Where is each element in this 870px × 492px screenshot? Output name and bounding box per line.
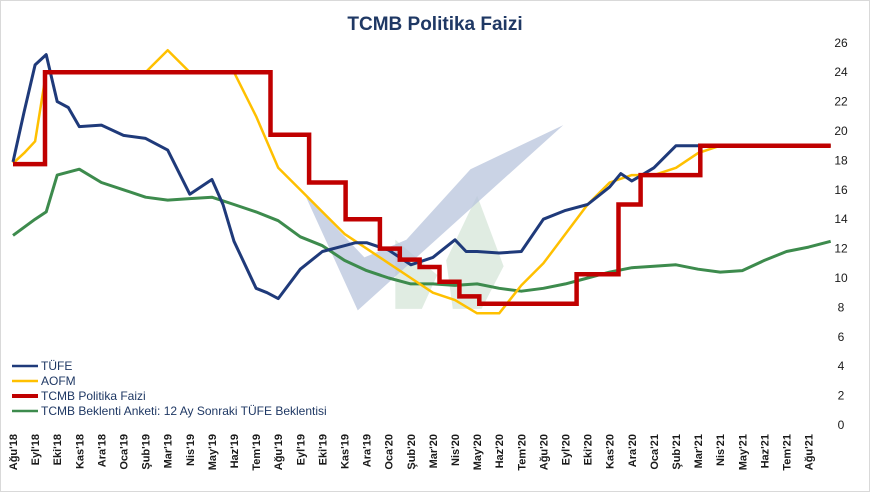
- y-tick-label: 18: [834, 153, 848, 167]
- x-axis: Ağu'18 Eyl'18 Eki'18 Kas'18 Ara'18 Oca'19 Şub'…: [8, 434, 816, 471]
- x-tick-label: Mar'21: [693, 434, 705, 468]
- x-tick-label: Tem'21: [782, 434, 794, 471]
- x-tick-label: Nis'19: [185, 434, 197, 466]
- x-tick-label: May'19: [207, 434, 219, 470]
- x-tick-label: Ağu'20: [538, 434, 550, 470]
- x-tick-label: Kas'18: [74, 434, 86, 469]
- x-tick-label: Mar'19: [163, 434, 175, 468]
- y-tick-label: 12: [834, 242, 848, 256]
- x-tick-label: Kas'20: [605, 434, 617, 469]
- x-tick-label: Oca'19: [119, 434, 131, 470]
- series-line-policy: [13, 69, 831, 306]
- x-tick-label: Kas'19: [340, 434, 352, 469]
- x-tick-label: Tem'20: [516, 434, 528, 471]
- y-tick-label: 26: [834, 36, 848, 50]
- x-tick-label: Eki'20: [583, 434, 595, 465]
- y-tick-label: 22: [834, 95, 848, 109]
- x-tick-label: May'21: [737, 434, 749, 470]
- x-tick-label: Nis'20: [450, 434, 462, 466]
- x-tick-label: Eyl'20: [561, 434, 573, 465]
- x-tick-label: Şub'19: [141, 434, 153, 470]
- legend-label-aofm: AOFM: [41, 374, 76, 388]
- legend-label-policy: TCMB Politika Faizi: [41, 389, 146, 403]
- series-line-expectation: [12, 167, 832, 293]
- x-tick-label: Eyl'19: [295, 434, 307, 465]
- x-tick-label: Ağu'18: [8, 434, 20, 470]
- x-tick-label: Haz'19: [229, 434, 241, 468]
- x-tick-label: Haz'20: [494, 434, 506, 468]
- x-tick-label: Ara'19: [362, 434, 374, 467]
- y-tick-label: 20: [834, 124, 848, 138]
- x-tick-label: Oca'21: [649, 434, 661, 470]
- x-tick-label: Ağu'21: [804, 434, 816, 470]
- x-tick-label: Ara'18: [96, 434, 108, 467]
- x-tick-label: Ağu'19: [273, 434, 285, 470]
- series-layer: [11, 48, 832, 315]
- y-tick-label: 10: [834, 271, 848, 285]
- chart-title: TCMB Politika Faizi: [347, 14, 523, 35]
- x-tick-label: Eyl'18: [30, 434, 42, 465]
- x-tick-label: Şub'20: [406, 434, 418, 470]
- x-tick-label: Ara'20: [627, 434, 639, 467]
- x-tick-label: Eki'18: [52, 434, 64, 465]
- x-tick-label: Oca'20: [384, 434, 396, 470]
- x-tick-label: Şub'21: [671, 434, 683, 470]
- x-tick-label: Tem'19: [251, 434, 263, 471]
- x-tick-label: Mar'20: [428, 434, 440, 468]
- x-tick-label: Eki'19: [317, 434, 329, 465]
- x-tick-label: Nis'21: [715, 434, 727, 466]
- y-tick-label: 0: [838, 418, 845, 432]
- x-tick-label: May'20: [472, 434, 484, 470]
- legend-label-tufe: TÜFE: [41, 359, 72, 373]
- x-tick-label: Haz'21: [759, 434, 771, 468]
- y-tick-label: 24: [834, 65, 848, 79]
- legend-label-expectation: TCMB Beklenti Anketi: 12 Ay Sonraki TÜFE…: [41, 404, 327, 418]
- y-tick-label: 4: [838, 359, 845, 373]
- y-tick-label: 6: [838, 330, 845, 344]
- y-tick-label: 16: [834, 183, 848, 197]
- y-tick-label: 8: [838, 300, 845, 314]
- watermark-shape-blue: [304, 125, 564, 311]
- y-tick-label: 2: [838, 389, 845, 403]
- y-tick-label: 14: [834, 212, 848, 226]
